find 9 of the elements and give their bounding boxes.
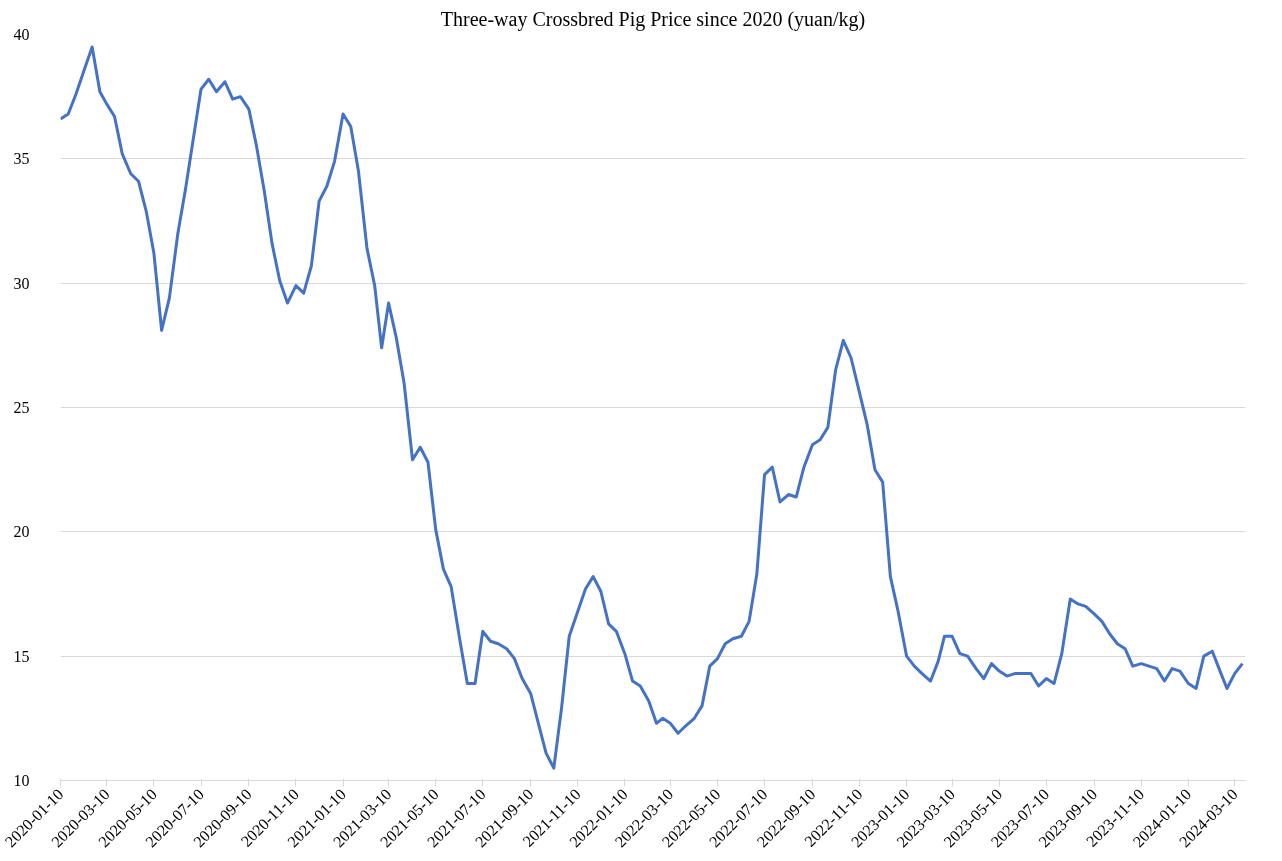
y-tick-label: 30 <box>13 274 30 292</box>
y-tick-label: 25 <box>13 399 30 416</box>
chart-title: Three-way Crossbred Pig Price since 2020 (yuan/kg) <box>440 7 866 31</box>
y-tick-label: 20 <box>13 523 30 541</box>
line-series <box>60 45 1244 770</box>
y-tick-label: 10 <box>13 772 30 789</box>
y-tick-label: 40 <box>13 26 30 43</box>
y-tick-label: 35 <box>13 150 30 168</box>
y-tick-label: 15 <box>13 647 30 665</box>
